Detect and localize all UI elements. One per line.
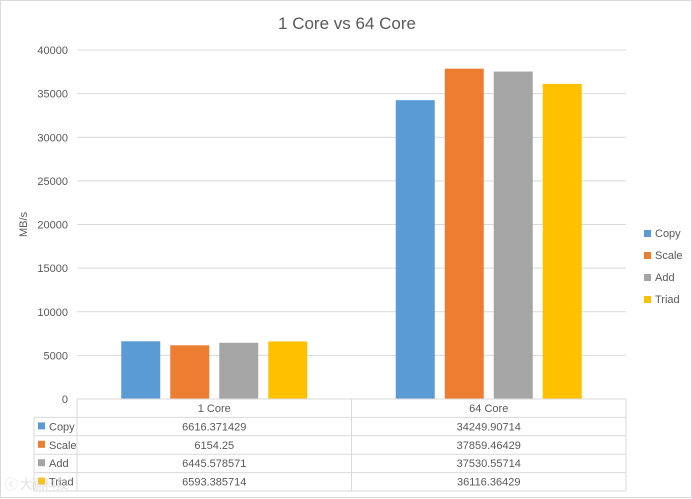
table-legend-key	[38, 440, 45, 448]
bar-copy	[395, 100, 435, 400]
bar-add	[219, 342, 259, 399]
table-series-name: Triad	[49, 477, 74, 489]
watermark: ⓒ 大画科技	[5, 477, 69, 492]
y-tick-label: 10000	[37, 307, 68, 319]
legend-label: Add	[655, 272, 675, 284]
legend-key-triad	[644, 296, 651, 303]
y-axis-title: MB/s	[18, 211, 30, 237]
table-series-name: Add	[49, 458, 69, 470]
y-tick-label: 20000	[37, 220, 68, 232]
y-axis-ticks: 0 5000 10000 15000 20000 25000 30000 35000 40000	[37, 45, 68, 406]
data-label: 6445.578571	[182, 458, 246, 470]
chart-title: 1 Core vs 64 Core	[278, 14, 416, 33]
bar-copy	[121, 341, 161, 399]
category-label: 1 Core	[198, 403, 231, 415]
data-label: 6616.371429	[182, 421, 246, 433]
legend-key-copy	[644, 230, 651, 237]
bar-triad	[542, 83, 582, 400]
category-label: 64 Core	[469, 403, 508, 415]
data-label: 6154.25	[194, 440, 234, 452]
table-series-name: Scale	[49, 440, 77, 452]
y-tick-label: 40000	[37, 45, 68, 57]
table-legend-key	[38, 422, 45, 430]
bar-triad	[268, 341, 308, 399]
table-series-name: Copy	[49, 421, 75, 433]
y-tick-label: 0	[62, 394, 68, 406]
table-legend-key	[38, 459, 45, 467]
y-tick-label: 15000	[37, 263, 68, 275]
data-label: 37859.46429	[457, 440, 521, 452]
table-legend-key	[38, 477, 45, 485]
y-tick-label: 5000	[44, 350, 68, 362]
data-label: 36116.36429	[457, 477, 520, 489]
legend: Copy Scale Add Triad	[644, 228, 683, 306]
y-tick-label: 25000	[37, 176, 68, 188]
bar-scale	[170, 345, 210, 399]
bars	[121, 68, 582, 400]
data-label: 37530.55714	[457, 458, 521, 470]
legend-label: Copy	[655, 228, 681, 240]
data-label: 34249.90714	[457, 421, 521, 433]
data-table: 1 Core 64 Core Copy 6616.371429 34249.90714 S…	[33, 398, 627, 492]
data-label: 6593.385714	[182, 477, 246, 489]
legend-key-scale	[644, 252, 651, 259]
bar-scale	[444, 68, 484, 399]
legend-label: Scale	[655, 250, 683, 262]
legend-label: Triad	[655, 294, 680, 306]
y-tick-label: 35000	[37, 89, 68, 101]
gridlines	[77, 49, 626, 400]
y-tick-label: 30000	[37, 132, 68, 144]
bar-add	[493, 71, 533, 399]
legend-key-add	[644, 274, 651, 281]
